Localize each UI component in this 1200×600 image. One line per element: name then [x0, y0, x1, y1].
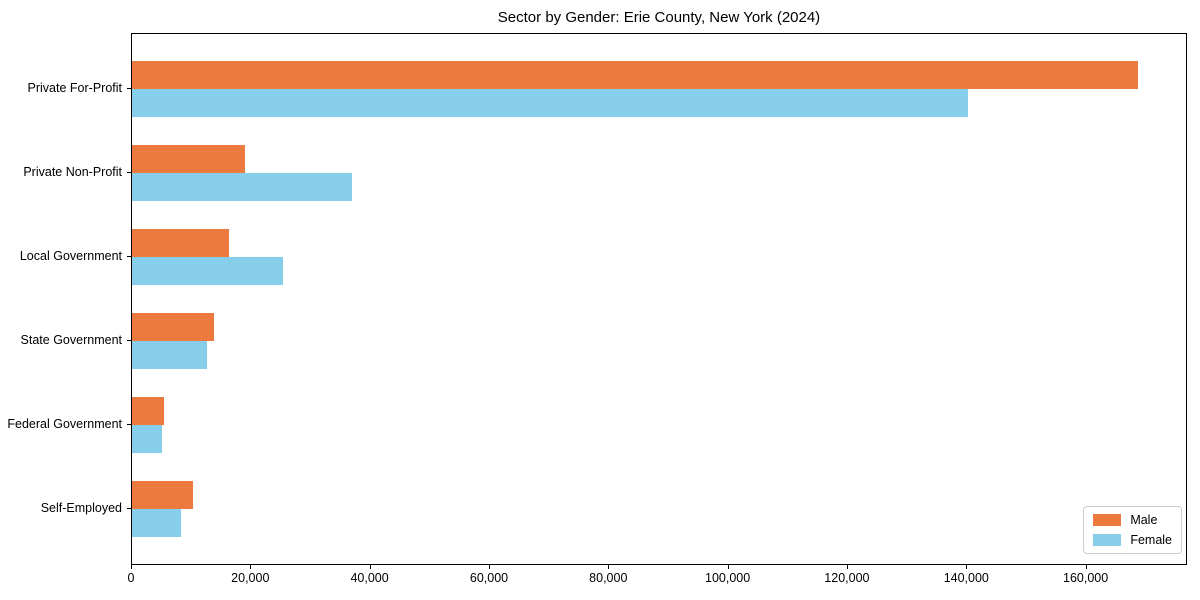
bar-male-federal-government — [132, 397, 165, 425]
y-axis-category-label: State Government — [20, 333, 122, 347]
x-axis-tick-label: 0 — [127, 571, 135, 585]
x-tick-mark — [846, 565, 848, 569]
legend-label-male: Male — [1130, 513, 1158, 527]
x-tick-mark — [608, 565, 610, 569]
y-tick-mark — [127, 256, 131, 257]
y-axis-category-label: Self-Employed — [40, 501, 122, 515]
female-color-swatch — [1093, 533, 1122, 546]
y-tick-mark — [127, 424, 131, 425]
y-axis-category-label: Local Government — [19, 249, 122, 263]
x-tick-mark — [966, 565, 968, 569]
y-axis-category-label: Federal Government — [7, 417, 122, 431]
x-axis-tick-label: 100,000 — [705, 571, 751, 585]
y-tick-mark — [127, 340, 131, 341]
plot-area: Male Female — [131, 33, 1187, 565]
x-tick-mark — [250, 565, 252, 569]
y-tick-mark — [127, 172, 131, 173]
x-axis-tick-label: 140,000 — [943, 571, 989, 585]
bar-male-state-government — [132, 313, 214, 341]
y-tick-mark — [127, 88, 131, 89]
bar-male-private-for-profit — [132, 61, 1138, 89]
x-tick-mark — [727, 565, 729, 569]
legend-label-female: Female — [1130, 532, 1172, 547]
x-tick-mark — [489, 565, 490, 569]
y-axis-category-label: Private For-Profit — [27, 81, 122, 95]
x-axis-tick-label: 160,000 — [1063, 571, 1109, 585]
x-tick-mark — [131, 565, 132, 569]
bar-female-self-employed — [132, 509, 181, 537]
male-color-swatch — [1093, 514, 1122, 527]
y-tick-mark — [127, 508, 131, 509]
bar-female-private-for-profit — [132, 89, 969, 117]
bar-female-state-government — [132, 341, 208, 369]
x-axis-tick-label: 80,000 — [589, 571, 628, 585]
x-tick-mark — [1085, 565, 1087, 569]
x-axis-tick-label: 20,000 — [231, 571, 270, 585]
chart-title: Sector by Gender: Erie County, New York … — [497, 9, 821, 26]
legend: Male Female — [1083, 506, 1182, 554]
legend-entry-female: Female — [1093, 532, 1172, 547]
x-axis-tick-label: 120,000 — [824, 571, 870, 585]
bar-female-private-non-profit — [132, 173, 353, 201]
bar-male-private-non-profit — [132, 145, 246, 173]
x-axis-tick-label: 60,000 — [469, 571, 509, 585]
x-tick-mark — [369, 565, 371, 569]
bar-female-federal-government — [132, 425, 162, 453]
y-axis-category-label: Private Non-Profit — [23, 165, 122, 179]
legend-entry-male: Male — [1093, 514, 1172, 527]
bar-female-local-government — [132, 257, 283, 285]
bar-male-local-government — [132, 229, 230, 257]
x-axis-tick-label: 40,000 — [350, 571, 389, 585]
bar-male-self-employed — [132, 481, 193, 509]
